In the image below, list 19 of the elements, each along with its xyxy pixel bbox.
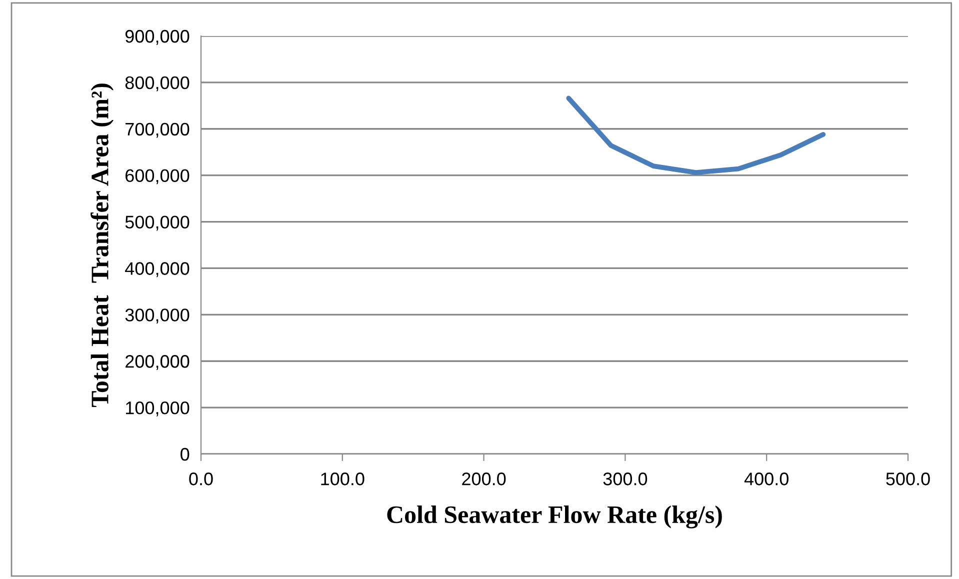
y-tick-label: 0	[180, 448, 190, 461]
y-tick-label: 700,000	[126, 122, 190, 138]
x-tick-label: 0.0	[189, 472, 213, 486]
y-tick-label: 500,000	[125, 216, 190, 231]
y-axis-title: Total Heat Transfer Area (m²)	[90, 84, 114, 408]
x-tick-label: 300.0	[603, 472, 648, 486]
y-tick-label: 900,000	[125, 30, 190, 45]
y-tick-label: 600,000	[126, 169, 190, 184]
y-tick-label: 800,000	[125, 76, 190, 92]
y-tick-label: 100,000	[126, 401, 190, 416]
x-tick-label: 200.0	[462, 472, 506, 486]
x-tick-label: 500.0	[886, 472, 930, 486]
x-tick-label: 100.0	[321, 472, 364, 486]
x-axis-title: Cold Seawater Flow Rate (kg/s)	[387, 506, 722, 528]
y-tick-label: 200,000	[126, 355, 190, 370]
y-tick-label: 400,000	[125, 262, 190, 278]
line-series	[566, 96, 826, 175]
y-tick-label: 300,000	[125, 308, 190, 324]
x-tick-label: 400.0	[744, 472, 788, 486]
